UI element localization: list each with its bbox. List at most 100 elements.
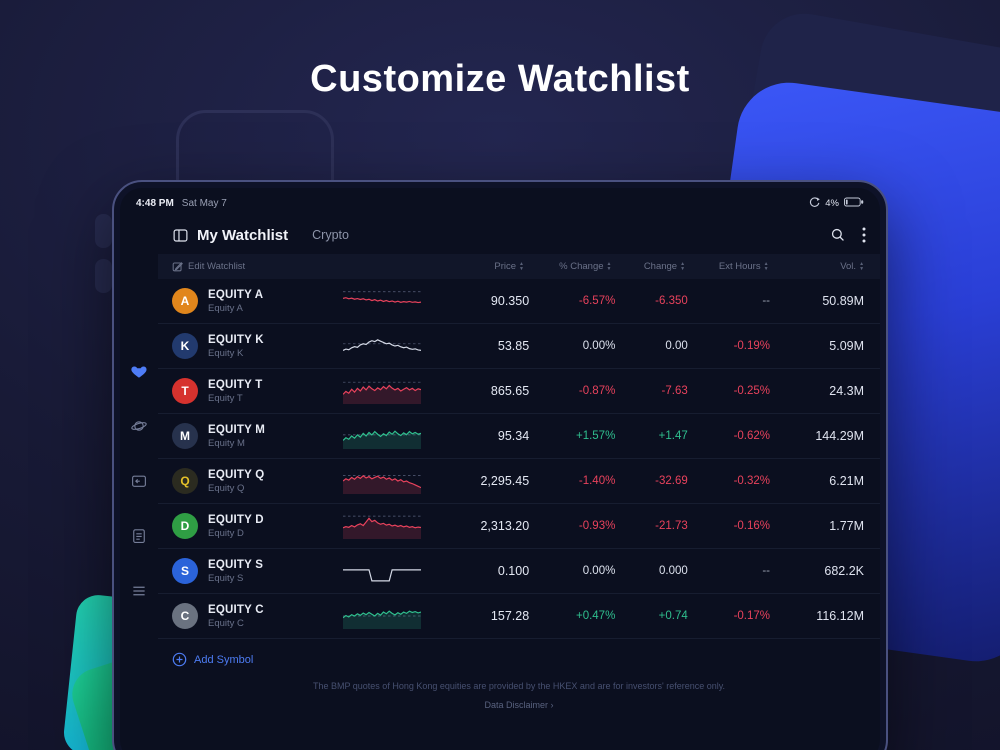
symbol-avatar: Q	[172, 468, 198, 494]
symbol-avatar: S	[172, 558, 198, 584]
symbol-info: EQUITY K Equity K	[208, 334, 329, 359]
symbol-code: EQUITY A	[208, 288, 264, 301]
percent-change-cell: 0.00%	[582, 565, 616, 577]
watchlist-row[interactable]: A EQUITY A Equity A 90.350 -6.57% -6.350…	[158, 279, 880, 324]
kebab-menu-icon[interactable]	[862, 227, 866, 243]
volume-cell: 682.2K	[824, 564, 865, 578]
percent-change-cell: -0.93%	[578, 520, 616, 532]
symbol-code: EQUITY M	[208, 423, 265, 436]
column-header-ext-hours[interactable]: Ext Hours	[685, 261, 769, 272]
search-icon[interactable]	[830, 227, 846, 243]
price-cell: 0.100	[497, 564, 530, 578]
account-card-icon[interactable]	[130, 472, 148, 490]
battery-percent: 4%	[825, 198, 839, 209]
symbol-code: EQUITY D	[208, 513, 264, 526]
watchlist-row[interactable]: C EQUITY C Equity C 157.28 +0.47% +0.74 …	[158, 594, 880, 639]
menu-icon[interactable]	[130, 582, 148, 600]
column-header-pct-change[interactable]: % Change	[524, 261, 612, 272]
symbol-name: Equity S	[208, 572, 244, 584]
column-header-volume[interactable]: Vol.	[769, 261, 864, 272]
ext-hours-cell: -0.62%	[733, 430, 771, 442]
sparkline-chart	[329, 333, 435, 359]
symbol-name: Equity C	[208, 617, 244, 629]
app-screen: 4:48 PM Sat May 7 4%	[120, 188, 880, 750]
watchlist-row[interactable]: Q EQUITY Q Equity Q 2,295.45 -1.40% -32.…	[158, 459, 880, 504]
column-header-change[interactable]: Change	[611, 261, 685, 272]
price-cell: 2,313.20	[480, 519, 530, 533]
device-side-button	[95, 259, 112, 293]
rotation-lock-icon	[809, 196, 821, 211]
price-cell: 53.85	[497, 339, 530, 353]
edit-watchlist-label: Edit Watchlist	[188, 261, 246, 272]
watchlist-row[interactable]: K EQUITY K Equity K 53.85 0.00% 0.00 -0.…	[158, 324, 880, 369]
column-header-price[interactable]: Price	[429, 261, 524, 272]
watchlist-row[interactable]: T EQUITY T Equity T 865.65 -0.87% -7.63 …	[158, 369, 880, 414]
app-header: My Watchlist Crypto	[158, 216, 880, 254]
tab-crypto[interactable]: Crypto	[312, 228, 349, 242]
symbol-info: EQUITY Q Equity Q	[208, 469, 329, 494]
symbol-info: EQUITY A Equity A	[208, 289, 329, 314]
percent-change-cell: 0.00%	[582, 340, 616, 352]
symbol-code: EQUITY K	[208, 333, 264, 346]
symbol-code: EQUITY T	[208, 378, 263, 391]
ext-hours-cell: --	[762, 295, 771, 307]
page-title: Customize Watchlist	[310, 58, 690, 100]
edit-icon	[172, 262, 183, 272]
symbol-avatar: M	[172, 423, 198, 449]
symbol-name: Equity D	[208, 527, 244, 539]
symbol-avatar: A	[172, 288, 198, 314]
status-time: 4:48 PM	[136, 198, 174, 209]
percent-change-cell: -1.40%	[578, 475, 616, 487]
ext-hours-cell: -0.32%	[733, 475, 771, 487]
volume-cell: 144.29M	[815, 429, 865, 443]
watchlist-row[interactable]: D EQUITY D Equity D 2,313.20 -0.93% -21.…	[158, 504, 880, 549]
change-cell: -32.69	[655, 475, 688, 487]
symbol-name: Equity M	[208, 437, 245, 449]
watchlist-heart-icon[interactable]	[130, 362, 148, 380]
plus-icon	[172, 652, 187, 667]
tab-my-watchlist[interactable]: My Watchlist	[197, 226, 289, 244]
change-cell: -6.350	[655, 295, 688, 307]
price-cell: 157.28	[490, 609, 530, 623]
symbol-name: Equity T	[208, 392, 243, 404]
status-date: Sat May 7	[181, 198, 227, 209]
price-cell: 865.65	[490, 384, 530, 398]
percent-change-cell: +0.47%	[575, 610, 616, 622]
symbol-info: EQUITY D Equity D	[208, 514, 329, 539]
volume-cell: 1.77M	[829, 519, 865, 533]
edit-watchlist-button[interactable]: Edit Watchlist	[172, 261, 429, 272]
volume-cell: 50.89M	[822, 294, 865, 308]
watchlist-panel-icon[interactable]	[172, 227, 189, 244]
device-side-button	[95, 214, 112, 248]
price-cell: 2,295.45	[480, 474, 530, 488]
watchlist-rows: A EQUITY A Equity A 90.350 -6.57% -6.350…	[158, 279, 880, 639]
volume-cell: 24.3M	[829, 384, 865, 398]
change-cell: 0.00	[665, 340, 688, 352]
symbol-name: Equity A	[208, 302, 243, 314]
ext-hours-cell: -0.25%	[733, 385, 771, 397]
symbol-code: EQUITY S	[208, 558, 264, 571]
symbol-info: EQUITY S Equity S	[208, 559, 329, 584]
watchlist-row[interactable]: M EQUITY M Equity M 95.34 +1.57% +1.47 -…	[158, 414, 880, 459]
status-bar: 4:48 PM Sat May 7 4%	[120, 188, 880, 216]
battery-icon	[844, 197, 864, 210]
volume-cell: 116.12M	[816, 609, 865, 623]
sparkline-chart	[329, 468, 435, 494]
news-file-icon[interactable]	[130, 527, 148, 545]
sparkline-chart	[329, 288, 435, 314]
watchlist-row[interactable]: S EQUITY S Equity S 0.100 0.00% 0.000 --…	[158, 549, 880, 594]
left-rail	[120, 216, 158, 750]
volume-cell: 6.21M	[829, 474, 865, 488]
sparkline-chart	[329, 378, 435, 404]
add-symbol-button[interactable]: Add Symbol	[158, 639, 880, 677]
ext-hours-cell: -0.17%	[733, 610, 771, 622]
data-disclaimer-link[interactable]: Data Disclaimer ›	[484, 700, 554, 710]
discover-planet-icon[interactable]	[130, 417, 148, 435]
change-cell: +0.74	[658, 610, 688, 622]
price-cell: 90.350	[490, 294, 530, 308]
percent-change-cell: -0.87%	[578, 385, 616, 397]
change-cell: +1.47	[658, 430, 688, 442]
percent-change-cell: +1.57%	[575, 430, 616, 442]
symbol-name: Equity K	[208, 347, 244, 359]
